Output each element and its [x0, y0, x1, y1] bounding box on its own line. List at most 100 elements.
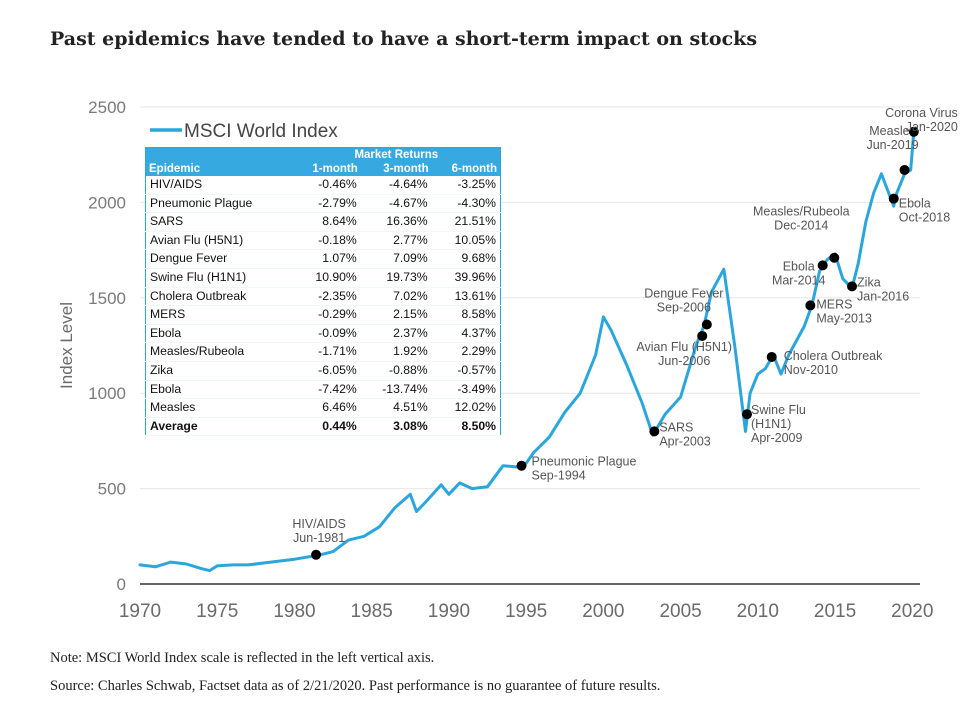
- event-label: HIV/AIDS: [292, 517, 346, 531]
- cell-6-month: 21.51%: [431, 212, 501, 232]
- table-row: Dengue Fever 1.07% 7.09% 9.68%: [145, 249, 501, 269]
- x-tick-label: 2005: [659, 601, 701, 622]
- col-header-1-month: 1-month: [292, 162, 361, 176]
- x-tick-label: 1985: [351, 601, 393, 622]
- legend-label: MSCI World Index: [184, 121, 338, 142]
- table-row: Ebola -7.42% -13.74% -3.49%: [145, 380, 501, 400]
- cell-3-month: -4.67%: [360, 194, 432, 214]
- y-tick-label: 1500: [88, 289, 126, 308]
- event-marker: [311, 549, 322, 560]
- cell-3-month: 2.37%: [360, 324, 432, 344]
- cell-1-month: 0.44%: [292, 417, 361, 437]
- cell-epidemic: HIV/AIDS: [145, 176, 293, 195]
- event-marker: [899, 164, 910, 175]
- event-marker: [701, 319, 712, 330]
- cell-6-month: -3.25%: [431, 176, 501, 195]
- event-label: Corona Virus: [885, 106, 958, 120]
- line-chart: 0 500 1000 1500 2000 2500 1970 1975 1980 1985 1990…: [57, 98, 958, 622]
- y-tick-label: 2500: [88, 98, 126, 117]
- event-label: Swine Flu: [751, 403, 806, 417]
- event-label: Cholera Outbreak: [784, 349, 883, 363]
- event-label: Ebola: [899, 197, 931, 211]
- col-header-6-month: 6-month: [431, 162, 501, 176]
- event-label: Dec-2014: [774, 219, 828, 233]
- cell-6-month: 4.37%: [431, 324, 501, 344]
- cell-1-month: 1.07%: [292, 249, 361, 269]
- event-marker: [829, 252, 840, 263]
- table-row: Pneumonic Plague -2.79% -4.67% -4.30%: [145, 194, 501, 214]
- y-tick-label: 1000: [88, 384, 126, 403]
- source-note: Source: Charles Schwab, Factset data as …: [50, 678, 661, 694]
- event-marker: [766, 351, 777, 362]
- cell-1-month: -2.79%: [292, 194, 361, 214]
- y-tick-label: 500: [98, 480, 126, 499]
- table-row: Measles 6.46% 4.51% 12.02%: [145, 398, 501, 418]
- event-label: Measles/Rubeola: [753, 205, 850, 219]
- cell-3-month: -0.88%: [360, 361, 432, 381]
- x-tick-label: 2010: [737, 601, 779, 622]
- cell-3-month: 1.92%: [360, 342, 432, 362]
- table-row: Avian Flu (H5N1) -0.18% 2.77% 10.05%: [145, 231, 501, 251]
- event-label: Sep-1994: [532, 469, 586, 483]
- event-label: Dengue Fever: [644, 287, 723, 301]
- cell-6-month: 13.61%: [431, 287, 501, 307]
- event-label: May-2013: [816, 311, 872, 325]
- event-label: Jan-2020: [906, 120, 958, 134]
- cell-1-month: -7.42%: [292, 380, 361, 400]
- y-tick-label: 2000: [88, 193, 126, 212]
- table-row: Swine Flu (H1N1) 10.90% 19.73% 39.96%: [145, 268, 501, 288]
- cell-epidemic: Ebola: [145, 324, 293, 344]
- table-row: Measles/Rubeola -1.71% 1.92% 2.29%: [145, 342, 501, 362]
- cell-1-month: -0.29%: [292, 305, 361, 325]
- event-label: MERS: [816, 297, 852, 311]
- cell-epidemic: Measles/Rubeola: [145, 342, 293, 362]
- cell-6-month: 8.50%: [431, 417, 501, 437]
- event-label: Sep-2006: [657, 301, 711, 315]
- cell-3-month: 2.15%: [360, 305, 432, 325]
- x-tick-label: 1970: [119, 601, 161, 622]
- cell-6-month: 39.96%: [431, 268, 501, 288]
- event-label: Jun-1981: [293, 531, 345, 545]
- event-label: Avian Flu (H5N1): [636, 340, 732, 354]
- event-marker: [805, 300, 816, 311]
- event-label: Measles: [869, 124, 916, 138]
- cell-6-month: 10.05%: [431, 231, 501, 251]
- cell-1-month: 10.90%: [292, 268, 361, 288]
- cell-6-month: 8.58%: [431, 305, 501, 325]
- cell-1-month: -0.09%: [292, 324, 361, 344]
- cell-epidemic: Avian Flu (H5N1): [145, 231, 293, 251]
- cell-epidemic: Zika: [145, 361, 293, 381]
- event-label: Jan-2016: [857, 289, 909, 303]
- cell-1-month: -1.71%: [292, 342, 361, 362]
- cell-6-month: -0.57%: [431, 361, 501, 381]
- cell-epidemic: MERS: [145, 305, 293, 325]
- chart-title: Past epidemics have tended to have a sho…: [50, 28, 758, 50]
- cell-6-month: 2.29%: [431, 342, 501, 362]
- cell-1-month: -0.18%: [292, 231, 361, 251]
- event-label: Apr-2003: [659, 434, 710, 448]
- cell-epidemic: Swine Flu (H1N1): [145, 268, 293, 288]
- table-row: MERS -0.29% 2.15% 8.58%: [145, 305, 501, 325]
- cell-6-month: -3.49%: [431, 380, 501, 400]
- x-tick-label: 2000: [582, 601, 624, 622]
- table-blank-header: [145, 147, 293, 162]
- cell-3-month: 7.09%: [360, 249, 432, 269]
- table-row: Zika -6.05% -0.88% -0.57%: [145, 361, 501, 381]
- x-tick-label: 2020: [891, 601, 933, 622]
- table-row: HIV/AIDS -0.46% -4.64% -3.25%: [145, 176, 501, 195]
- event-label: Zika: [857, 275, 881, 289]
- x-tick-label: 1990: [428, 601, 470, 622]
- cell-3-month: 16.36%: [360, 212, 432, 232]
- x-tick-label: 1975: [196, 601, 238, 622]
- cell-1-month: -0.46%: [292, 176, 361, 195]
- table-row: Ebola -0.09% 2.37% 4.37%: [145, 324, 501, 344]
- event-marker: [742, 409, 753, 420]
- cell-epidemic: Cholera Outbreak: [145, 287, 293, 307]
- cell-6-month: 12.02%: [431, 398, 501, 418]
- col-header-3-month: 3-month: [360, 162, 432, 176]
- event-label: Apr-2009: [751, 431, 802, 445]
- cell-3-month: 19.73%: [360, 268, 432, 288]
- cell-epidemic: SARS: [145, 212, 293, 232]
- event-marker: [649, 426, 660, 437]
- event-marker: [908, 126, 919, 137]
